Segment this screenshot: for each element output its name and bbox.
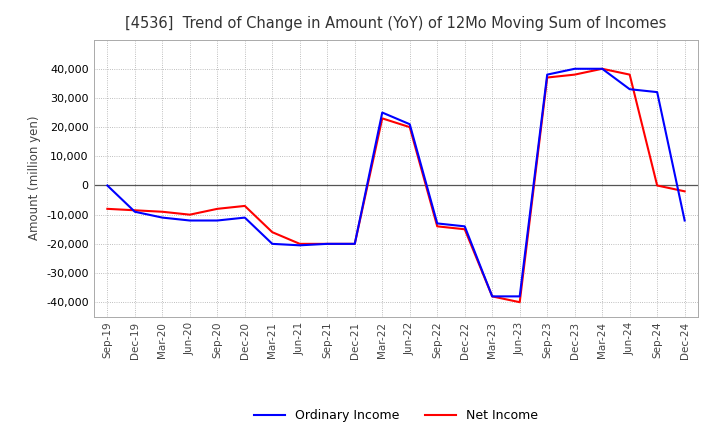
- Net Income: [130, 208, 139, 213]
- Ordinary Income: [351, 241, 359, 246]
- Ordinary Income: [626, 87, 634, 92]
- Ordinary Income: [680, 218, 689, 223]
- Ordinary Income: [598, 66, 606, 71]
- Net Income: [378, 116, 387, 121]
- Net Income: [213, 206, 222, 212]
- Ordinary Income: [268, 241, 276, 246]
- Ordinary Income: [433, 221, 441, 226]
- Net Income: [626, 72, 634, 77]
- Net Income: [516, 300, 524, 305]
- Ordinary Income: [158, 215, 166, 220]
- Ordinary Income: [543, 72, 552, 77]
- Net Income: [186, 212, 194, 217]
- Ordinary Income: [570, 66, 579, 71]
- Ordinary Income: [460, 224, 469, 229]
- Net Income: [488, 294, 497, 299]
- Y-axis label: Amount (million yen): Amount (million yen): [27, 116, 40, 240]
- Net Income: [323, 241, 332, 246]
- Net Income: [268, 230, 276, 235]
- Ordinary Income: [186, 218, 194, 223]
- Net Income: [158, 209, 166, 214]
- Net Income: [680, 189, 689, 194]
- Net Income: [653, 183, 662, 188]
- Ordinary Income: [103, 183, 112, 188]
- Net Income: [351, 241, 359, 246]
- Ordinary Income: [653, 89, 662, 95]
- Net Income: [598, 66, 606, 71]
- Net Income: [240, 203, 249, 209]
- Line: Net Income: Net Income: [107, 69, 685, 302]
- Ordinary Income: [295, 243, 304, 248]
- Ordinary Income: [405, 121, 414, 127]
- Ordinary Income: [213, 218, 222, 223]
- Net Income: [543, 75, 552, 80]
- Line: Ordinary Income: Ordinary Income: [107, 69, 685, 297]
- Ordinary Income: [488, 294, 497, 299]
- Net Income: [570, 72, 579, 77]
- Net Income: [103, 206, 112, 212]
- Ordinary Income: [130, 209, 139, 214]
- Ordinary Income: [323, 241, 332, 246]
- Ordinary Income: [240, 215, 249, 220]
- Net Income: [460, 227, 469, 232]
- Net Income: [433, 224, 441, 229]
- Net Income: [405, 125, 414, 130]
- Net Income: [295, 241, 304, 246]
- Legend: Ordinary Income, Net Income: Ordinary Income, Net Income: [249, 404, 543, 427]
- Title: [4536]  Trend of Change in Amount (YoY) of 12Mo Moving Sum of Incomes: [4536] Trend of Change in Amount (YoY) o…: [125, 16, 667, 32]
- Ordinary Income: [516, 294, 524, 299]
- Ordinary Income: [378, 110, 387, 115]
